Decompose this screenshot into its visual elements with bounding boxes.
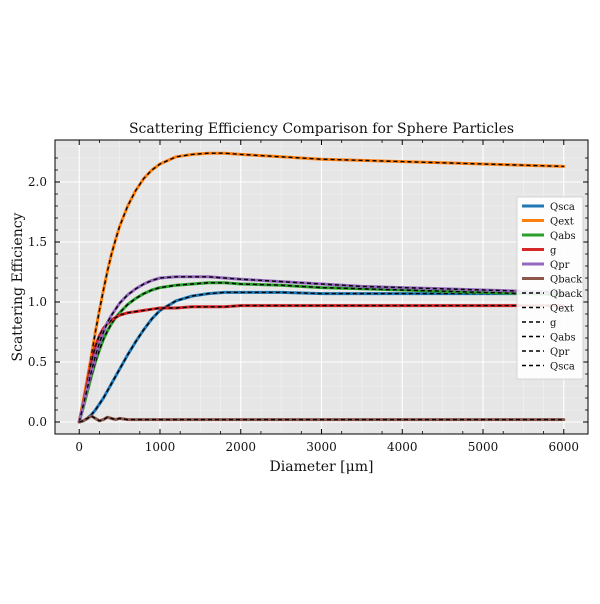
legend-label: Qback bbox=[550, 275, 583, 286]
legend-label: Qsca bbox=[550, 202, 575, 213]
legend-label: Qpr bbox=[550, 347, 570, 358]
y-tick-label: 2.0 bbox=[28, 175, 47, 189]
x-tick-label: 3000 bbox=[306, 440, 337, 454]
legend: Qsca Qext Qabs g Qpr Qback Qback Qext g Qabs Qpr Qs… bbox=[516, 196, 584, 380]
series-dashed-line-qback bbox=[79, 415, 564, 423]
legend-box bbox=[516, 196, 584, 380]
chart-title: Scattering Efficiency Comparison for Sph… bbox=[129, 121, 514, 137]
x-tick-label: 4000 bbox=[387, 440, 418, 454]
y-tick-label: 1.5 bbox=[28, 235, 47, 249]
series-layer bbox=[77, 151, 566, 424]
legend-label: Qpr bbox=[550, 260, 570, 271]
x-tick-label: 2000 bbox=[225, 440, 256, 454]
y-tick-label: 1.0 bbox=[28, 295, 47, 309]
x-tick-label: 1000 bbox=[145, 440, 176, 454]
series-dashed-line-qsca bbox=[79, 291, 564, 423]
legend-label: Qext bbox=[550, 217, 574, 228]
legend-label: Qabs bbox=[550, 231, 576, 242]
legend-label: Qsca bbox=[550, 362, 575, 373]
series-dashed-line-g bbox=[78, 304, 564, 423]
legend-label: g bbox=[550, 246, 557, 257]
x-tick-label: 5000 bbox=[468, 440, 499, 454]
y-tick-label: 0.0 bbox=[28, 415, 47, 429]
x-axis-label: Diameter [μm] bbox=[270, 459, 374, 475]
legend-label: Qext bbox=[550, 304, 574, 315]
x-tick-label: 6000 bbox=[548, 440, 579, 454]
series-dashed-line-qext bbox=[78, 152, 564, 423]
axis-ticks bbox=[55, 140, 588, 434]
x-tick-label: 0 bbox=[75, 440, 83, 454]
series-dashed-line-qpr bbox=[78, 276, 564, 423]
axis-tick-labels: 0 1000 2000 3000 4000 5000 6000 0.0 0.5 1.0 1.5 2.0 bbox=[28, 175, 579, 454]
series-dashed-line-qabs bbox=[78, 282, 564, 423]
legend-label: g bbox=[550, 318, 557, 329]
legend-label: Qback bbox=[550, 289, 583, 300]
legend-label: Qabs bbox=[550, 333, 576, 344]
y-tick-label: 0.5 bbox=[28, 355, 47, 369]
y-axis-label: Scattering Efficiency bbox=[10, 212, 26, 361]
